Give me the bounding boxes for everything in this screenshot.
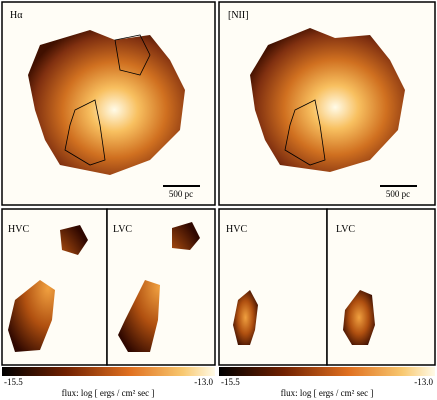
colorbar-right: -15.5 -13.0 flux: log [ ergs / cm² sec ] xyxy=(219,367,435,398)
colorbar-caption: flux: log [ ergs / cm² sec ] xyxy=(281,388,374,398)
panel-label: LVC xyxy=(336,224,355,235)
h-alpha-velocity-panels: HVC LVC xyxy=(1,208,216,366)
panel-label: HVC xyxy=(226,224,247,235)
colorbar-max: -13.0 xyxy=(194,377,213,387)
colorbar xyxy=(219,367,435,376)
panel-label: HVC xyxy=(8,224,29,235)
emission-map xyxy=(118,222,200,352)
panel-label: Hα xyxy=(10,10,23,21)
colorbar-min: -15.5 xyxy=(221,377,240,387)
contour xyxy=(284,99,326,166)
colorbar-caption: flux: log [ ergs / cm² sec ] xyxy=(62,388,155,398)
colorbar-max: -13.0 xyxy=(414,377,433,387)
scale-bar-label: 500 pc xyxy=(386,189,410,199)
panel-label: [NII] xyxy=(228,10,249,21)
panel-label: LVC xyxy=(113,224,132,235)
colorbar-left: -15.5 -13.0 flux: log [ ergs / cm² sec ] xyxy=(2,367,215,398)
emission-map xyxy=(233,290,258,345)
emission-map xyxy=(250,28,405,172)
colorbar-min: -15.5 xyxy=(4,377,23,387)
nii-panel: [NII] 500 pc xyxy=(218,1,436,206)
emission-map xyxy=(343,290,375,345)
contour xyxy=(64,34,151,166)
emission-map xyxy=(8,225,88,352)
panel-frame xyxy=(326,208,436,366)
scale-bar-label: 500 pc xyxy=(169,189,193,199)
h-alpha-panel: Hα 500 pc xyxy=(1,1,216,206)
nii-velocity-panels: HVC LVC xyxy=(218,208,436,366)
colorbar xyxy=(2,367,215,376)
